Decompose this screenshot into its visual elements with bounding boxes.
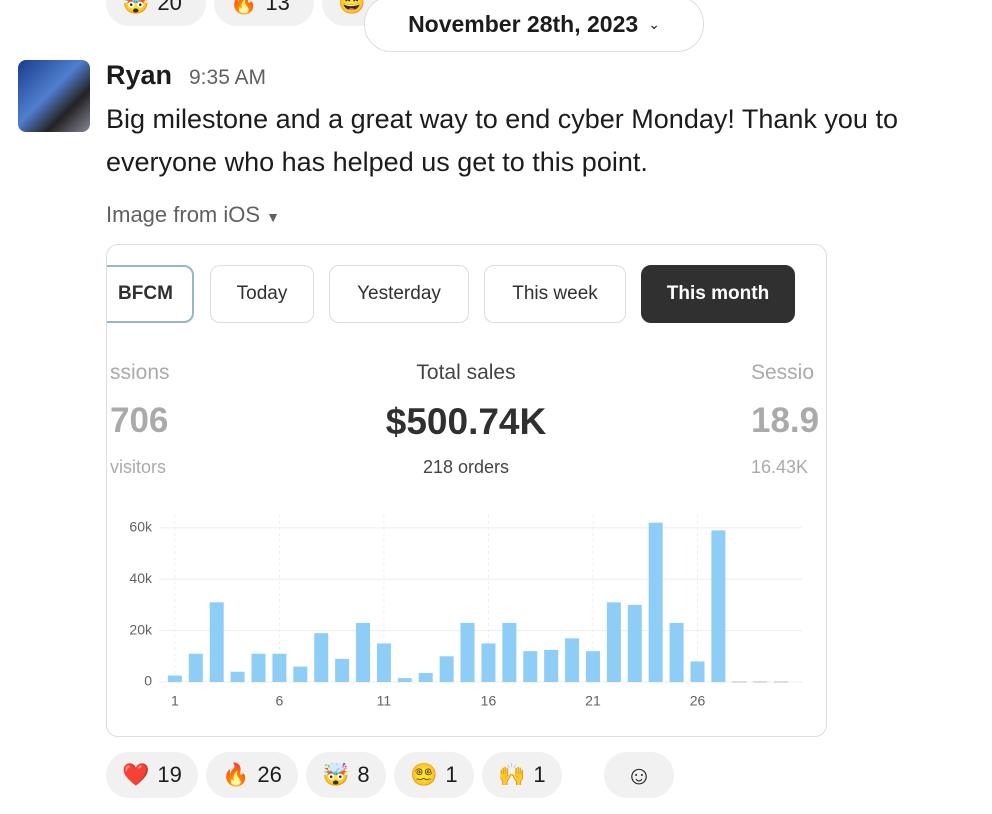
bar [753,681,768,683]
metric-title: Sessio [751,361,815,384]
bar [648,522,663,682]
bar [293,666,308,682]
y-tick-label: 60k [129,519,153,535]
tab: This week [484,265,626,323]
x-tick-label: 26 [690,693,706,709]
bar [690,661,705,682]
count: 13 [265,0,290,15]
tab: Yesterday [329,265,469,323]
bar [230,671,245,682]
metric-sub: visitors [110,457,167,477]
label: Image from iOS [106,202,261,227]
bar [167,675,182,682]
author[interactable]: Ryan [106,60,173,90]
bar [523,651,538,682]
y-tick-label: 40k [129,570,153,586]
bar [356,622,371,682]
reaction[interactable]: 🔥 26 [206,752,298,798]
reaction[interactable]: ❤️ 19 [106,752,198,798]
bar [272,653,287,682]
tab: BFCM [107,265,194,323]
bar [376,643,391,682]
bar [314,633,329,682]
avatar[interactable] [18,60,90,132]
metric-sub: 16.43K [751,457,809,477]
reaction[interactable]: 🤯 20 [106,0,206,26]
x-tick-label: 1 [171,693,179,709]
message-line: Big milestone and a great way to end cyb… [106,104,898,134]
attachment-label[interactable]: Image from iOS ▼ [106,202,281,227]
reaction[interactable]: 🤯 8 [306,752,386,798]
bar [439,656,454,682]
metric-value: 706 [110,401,169,440]
timestamp[interactable]: 9:35 AM [189,66,267,89]
count: 19 [157,762,182,787]
bar [481,643,496,682]
bar [606,602,621,682]
emoji: 🤯 [122,0,150,15]
tab: Today [210,265,314,323]
reaction[interactable]: 🔥 13 [214,0,314,26]
count: 8 [357,762,370,787]
metric-value: 18.9 [751,401,820,440]
y-tick-label: 0 [144,673,152,689]
emoji: 🙌 [498,762,526,787]
metric-title: Total sales [416,361,516,384]
bar [251,653,266,682]
metric-value: $500.74K [385,401,547,442]
count: 20 [157,0,182,15]
bar [335,658,350,682]
tab: This month [641,265,795,323]
bar [774,681,789,683]
image-attachment[interactable]: BFCM Today Yesterday This week This mont… [106,244,827,737]
x-tick-label: 6 [276,693,284,709]
bar [669,622,684,682]
bar [627,604,642,682]
message-line: everyone who has helped us get to this p… [106,147,648,177]
bar [565,638,580,682]
bar [209,602,224,682]
count: 26 [257,762,282,787]
bar [732,681,747,683]
x-tick-label: 21 [585,693,601,709]
emoji: 😄 [338,0,366,15]
bar [460,622,475,682]
y-tick-label: 20k [129,621,153,637]
emoji: 🤯 [322,762,350,787]
count: 1 [445,762,458,787]
bar [188,653,203,682]
reaction[interactable]: 🙌 1 [482,752,562,798]
emoji: ❤️ [122,762,150,787]
x-tick-label: 11 [377,693,392,709]
bar [711,530,726,682]
bar [502,622,517,682]
reaction[interactable]: 😵‍💫 1 [394,752,474,798]
bar [397,678,412,682]
bar [585,651,600,682]
date-divider[interactable]: November 28th, 2023 ⌄ [364,0,704,52]
emoji: 🔥 [222,762,250,787]
metric-title: ssions [110,361,170,384]
emoji: 😵‍💫 [410,762,438,787]
metric-sub: 218 orders [422,457,510,477]
x-tick-label: 16 [481,693,497,709]
emoji: 🔥 [230,0,258,15]
bar [418,673,433,682]
count: 1 [533,762,546,787]
add-reaction[interactable]: ☺ [604,752,674,798]
date: November 28th, 2023 [408,10,639,37]
bar [544,649,559,682]
